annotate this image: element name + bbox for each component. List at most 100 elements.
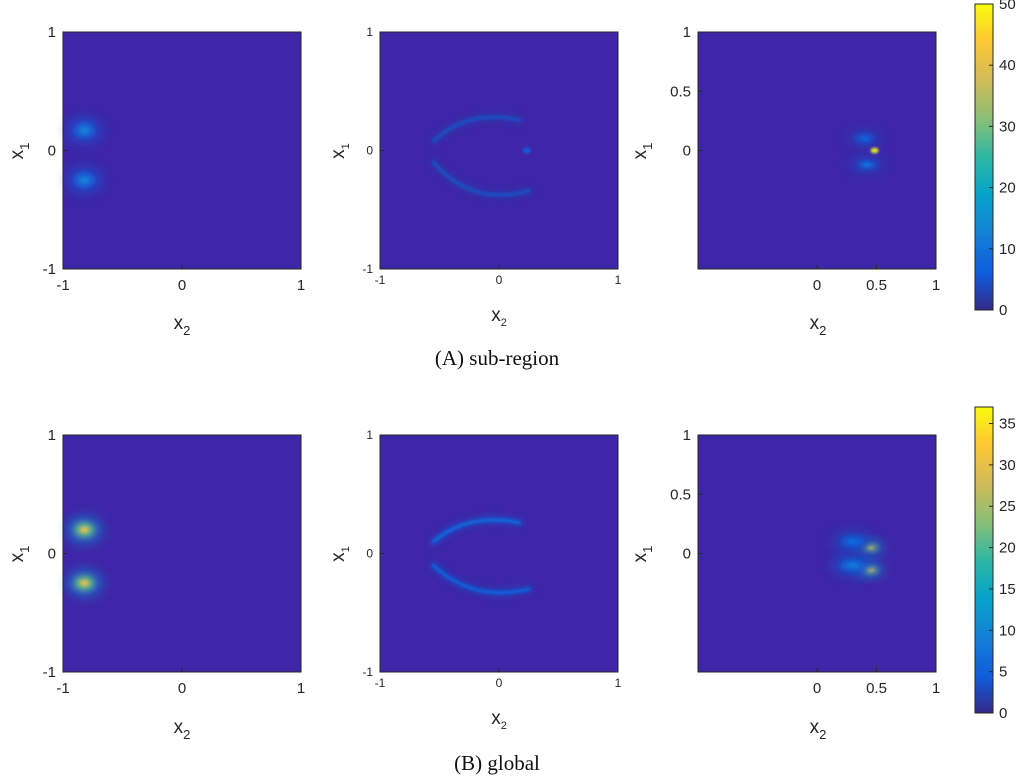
panel-b2-xtick-label: -1 (375, 676, 386, 690)
panel-a2-xtick-label: 0 (496, 273, 503, 287)
panel-a2-xlabel: x2 (491, 305, 507, 329)
panel-b3-ytick-label: 1 (683, 427, 691, 444)
panel-b2-ytick-label: 1 (366, 428, 373, 442)
panel-a1-ytick-label: 0 (48, 143, 56, 160)
panel-a3-ytick-label: 1 (683, 24, 691, 41)
panel-a2: -1 0 1 -1 0 1 x2 x1 (328, 25, 622, 329)
panel-b3-xtick-label: 1 (932, 680, 940, 697)
panel-a1-ytick-label: -1 (43, 261, 56, 278)
colorbar-a-frame (974, 3, 994, 311)
colorbar-b-frame (974, 406, 994, 714)
panel-b2-arc (431, 518, 521, 544)
panel-a1-ticks: -1 0 1 -1 0 1 (43, 24, 306, 294)
panel-a3-blob-core (862, 163, 872, 167)
colorbar-b-gradient (975, 407, 993, 713)
panel-b2-arc (431, 563, 531, 595)
panel-a1-xtick-label: 0 (178, 277, 186, 294)
panel-a2-streak-tip (522, 147, 531, 154)
panel-a1-ylabel: x1 (7, 143, 32, 160)
colorbar-a-ticks: 0 10 20 30 40 50 (989, 0, 1016, 319)
panel-a2-ticks: -1 0 1 -1 0 1 (362, 25, 621, 287)
panel-a3-ytick-label: 0 (683, 143, 691, 160)
colorbar-a: 0 10 20 30 40 50 (974, 0, 1016, 319)
colorbar-tick-label: 25 (999, 498, 1016, 515)
panel-b1: -1 0 1 -1 0 1 x2 x1 (7, 427, 305, 742)
panel-a2-heatmap (380, 32, 618, 269)
panel-b3-ytick-label: 0.5 (670, 486, 691, 503)
panel-a3-background (698, 32, 936, 269)
panel-a1-heatmap (63, 32, 301, 269)
panel-b1-ytick-label: 0 (48, 546, 56, 563)
panel-b3-blob-core (847, 538, 859, 545)
panel-b1-ylabel: x1 (7, 546, 32, 563)
panel-b1-xtick-label: -1 (56, 680, 69, 697)
panel-a1-blob-core (80, 127, 89, 134)
panel-a3-xlabel: x2 (810, 313, 827, 338)
colorbar-tick-label: 0 (999, 302, 1007, 319)
panel-b1-blob-core (80, 526, 89, 533)
panel-a1-xlabel: x2 (174, 313, 191, 338)
panel-a2-arc (431, 115, 521, 143)
panel-b1-blob-core (80, 579, 89, 587)
panel-b2-heatmap (380, 435, 618, 672)
panel-a2-ylabel: x1 (328, 143, 352, 159)
panel-a1-xtick-label: 1 (297, 277, 305, 294)
panel-b1-background (63, 435, 301, 672)
panel-a3-ylabel: x1 (630, 143, 655, 160)
panel-a1-xtick-label: -1 (56, 277, 69, 294)
panel-b3-xtick-label: 0 (813, 680, 821, 697)
colorbar-tick-label: 20 (999, 540, 1016, 557)
colorbar-tick-label: 10 (999, 622, 1016, 639)
panel-b3-blob-core (847, 562, 859, 569)
colorbar-tick-label: 35 (999, 416, 1016, 433)
colorbar-tick-label: 5 (999, 664, 1007, 681)
panel-a3: 0 0.5 1 0 0.5 1 x2 x1 (630, 24, 940, 338)
panel-a1-background (63, 32, 301, 269)
colorbar-b-ticks: 0 5 10 15 20 25 30 35 (989, 416, 1016, 722)
panel-b2-ytick-label: 0 (366, 547, 373, 561)
panel-b2-xtick-label: 0 (496, 676, 503, 690)
panel-b3-xlabel: x2 (810, 717, 827, 742)
row-b: -1 0 1-101 x2 x1 -1 0 1-101 x2 x1 0 0.5 100.51… (7, 406, 1016, 775)
caption-b: (B) global (454, 751, 540, 775)
colorbar-a-gradient (975, 4, 993, 310)
panel-b2: -1 0 1 -1 0 1 x2 x1 (328, 428, 622, 732)
panel-b1-xtick-label: 0 (178, 680, 186, 697)
panel-b2-ylabel: x1 (328, 546, 352, 562)
colorbar-tick-label: 50 (999, 0, 1016, 13)
panel-b3-ylabel: x1 (630, 546, 655, 563)
panel-a1: -1 0 1 -1 0 1 x2 x1 (7, 24, 305, 338)
panel-b3: 0 0.5 1 0 0.5 1 x2 x1 (630, 427, 940, 742)
panel-b2-xlabel: x2 (491, 708, 507, 732)
panel-b3-xtick-label: 0.5 (866, 680, 887, 697)
panel-a1-ytick-label: 1 (48, 24, 56, 41)
colorbar-tick-label: 40 (999, 57, 1016, 74)
colorbar-b: 0 5 10 15 20 25 30 35 (974, 406, 1016, 722)
panel-b3-ytick-label: 0 (683, 546, 691, 563)
panel-b1-ticks: -1 0 1 -1 0 1 (43, 427, 306, 697)
colorbar-tick-label: 20 (999, 180, 1016, 197)
panel-b1-xtick-label: 1 (297, 680, 305, 697)
panel-a3-heatmap (698, 32, 936, 269)
row-a: -1 0 1-101 x2 x1 -1 0 1-101 x2 x1 0 0.5 100.51… (7, 0, 1016, 370)
panel-a3-blob-core (860, 136, 869, 141)
panel-a3-streak-tip (870, 147, 879, 154)
panel-a3-xtick-label: 0 (813, 277, 821, 294)
panel-a2-ytick-label: 0 (366, 144, 373, 158)
panel-b3-background (698, 435, 936, 672)
panel-a2-ytick-label: -1 (362, 262, 373, 276)
panel-b2-background (380, 435, 618, 672)
panel-b1-ytick-label: -1 (43, 664, 56, 681)
panel-b2-ticks: -1 0 1 -1 0 1 (362, 428, 621, 690)
panel-b2-xtick-label: 1 (615, 676, 622, 690)
panel-a2-ytick-label: 1 (366, 25, 373, 39)
colorbar-tick-label: 30 (999, 118, 1016, 135)
panel-b1-xlabel: x2 (174, 717, 191, 742)
panel-a3-xtick-label: 1 (932, 277, 940, 294)
colorbar-tick-label: 15 (999, 581, 1016, 598)
caption-a: (A) sub-region (435, 346, 560, 370)
panel-b3-ticks: 0 0.5 1 0 0.5 1 (670, 427, 940, 697)
panel-b3-heatmap (698, 435, 936, 672)
panel-a3-ticks: 0 0.5 1 0 0.5 1 (670, 24, 940, 294)
